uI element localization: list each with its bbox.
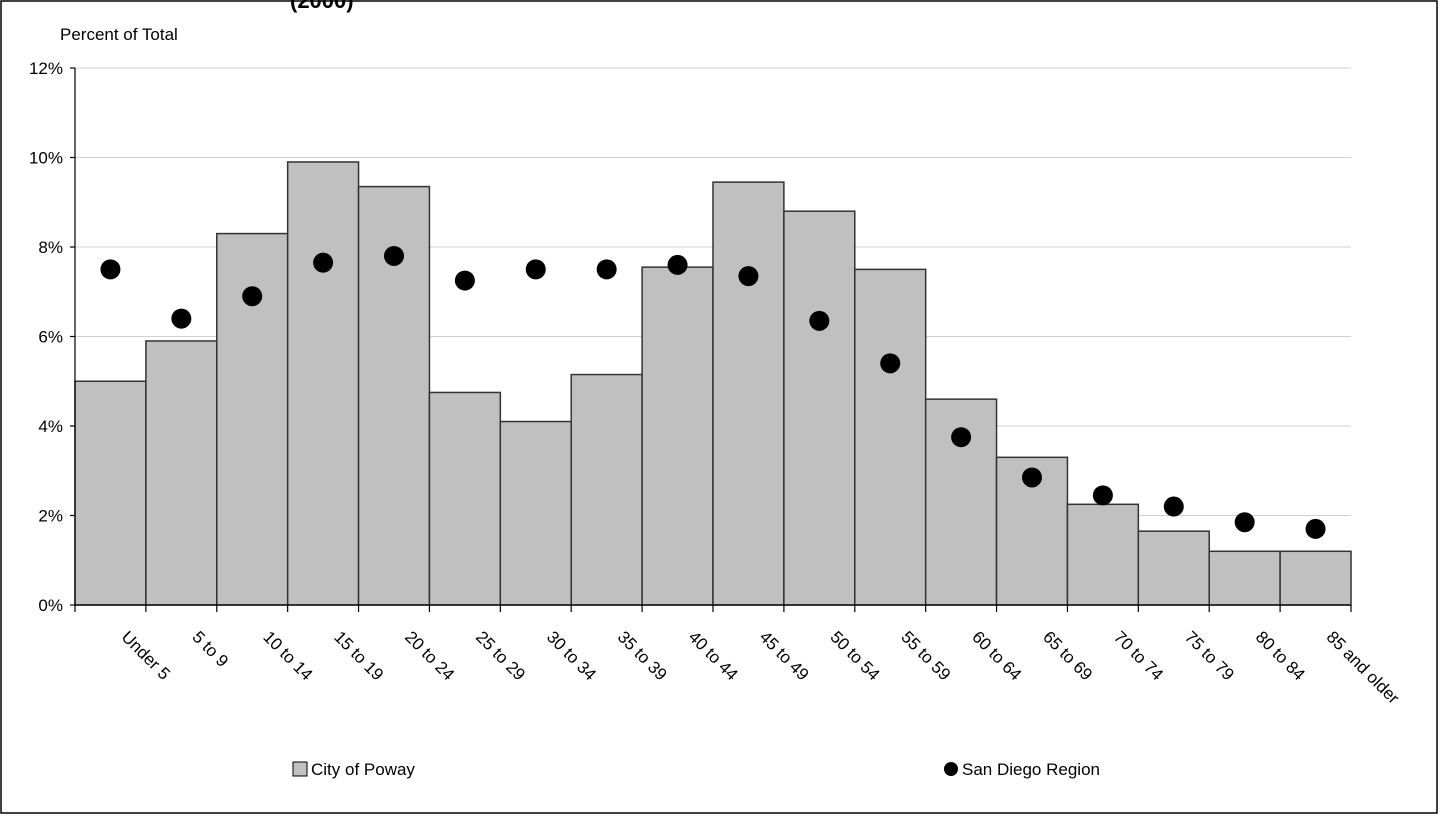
bar [74, 380, 147, 606]
bar [712, 181, 785, 606]
axes [70, 67, 1352, 612]
bar [145, 340, 218, 606]
dot [809, 310, 830, 331]
bar [570, 373, 643, 606]
legend-label-city-of-poway: City of Poway [311, 760, 415, 779]
y-tick-label: 6% [38, 328, 63, 347]
dot [1305, 518, 1326, 539]
bar [1279, 550, 1352, 606]
dot [525, 259, 546, 280]
bar [499, 420, 572, 606]
y-tick-label: 4% [38, 417, 63, 436]
bar [783, 210, 856, 606]
dot [313, 252, 334, 273]
y-axis-title: Percent of Total [60, 25, 178, 44]
bar [286, 161, 360, 606]
dot [880, 353, 901, 374]
bar [854, 268, 927, 606]
dot [1163, 496, 1184, 517]
legend-swatch-san-diego-region [944, 762, 958, 776]
bar [428, 391, 502, 606]
y-tick-label: 10% [29, 149, 63, 168]
dot [171, 308, 192, 329]
dots-san-diego-region [100, 245, 1326, 539]
y-tick-label: 2% [38, 507, 63, 526]
dot [951, 427, 972, 448]
dot [454, 270, 475, 291]
dot [242, 286, 263, 307]
dot [1022, 467, 1042, 488]
bars-city-of-poway [74, 161, 1352, 606]
dot [384, 245, 404, 266]
y-tick-label: 12% [29, 59, 63, 78]
bar [1137, 530, 1210, 606]
y-tick-label: 8% [38, 238, 63, 257]
dot [100, 259, 121, 280]
legend-label-san-diego-region: San Diego Region [962, 760, 1100, 779]
dot [667, 254, 688, 275]
dot [1092, 485, 1113, 506]
legend-swatch-city-of-poway [292, 761, 308, 777]
chart-title: (2000) [290, 0, 354, 13]
bar [1066, 503, 1140, 606]
bar [641, 266, 714, 606]
bar [1208, 550, 1281, 606]
dot [596, 259, 617, 280]
dot [738, 266, 759, 287]
legend: City of Poway San Diego Region [292, 760, 1100, 779]
y-tick-label: 0% [38, 596, 63, 615]
dot [1234, 512, 1255, 533]
y-tick-labels: 0% 2% 4% 6% 8% 10% 12% [29, 59, 63, 615]
